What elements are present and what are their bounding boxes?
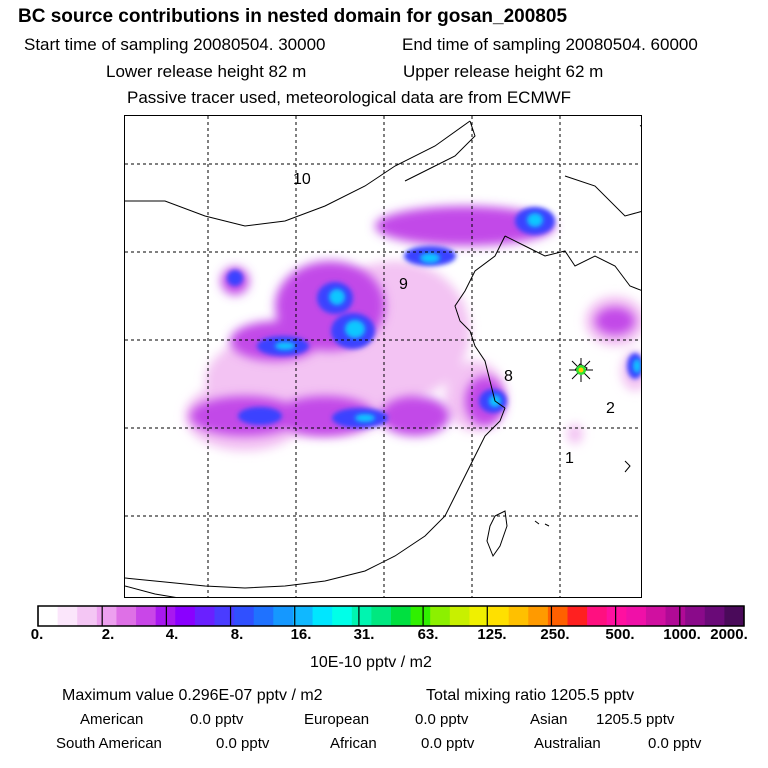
scale-swatch	[685, 606, 706, 626]
scale-swatch	[38, 606, 59, 626]
scale-swatch	[469, 606, 490, 626]
scale-tick-label: 0.	[30, 626, 44, 643]
scale-border	[37, 605, 745, 627]
scale-swatch	[508, 606, 529, 626]
upper-release-label: Upper release height 62 m	[403, 62, 604, 81]
map-canvas	[125, 116, 641, 597]
region-value-australian: 0.0 pptv	[648, 735, 702, 752]
total-mixing-label: Total mixing ratio 1205.5 pptv	[426, 687, 635, 704]
scale-swatch	[77, 606, 98, 626]
scale-swatch	[312, 606, 333, 626]
scale-tick-label: 1000.	[663, 626, 701, 643]
scale-swatch	[175, 606, 196, 626]
start-time-label: Start time of sampling 20080504. 30000	[24, 35, 326, 54]
scale-swatch	[391, 606, 412, 626]
region-value-asian: 1205.5 pptv	[596, 711, 675, 728]
scale-swatch	[332, 606, 353, 626]
scale-swatch	[626, 606, 647, 626]
scale-swatch	[214, 606, 235, 626]
plot-title: BC source contributions in nested domain…	[18, 6, 568, 27]
scale-swatch	[136, 606, 157, 626]
color-scale-bar	[37, 605, 745, 627]
scale-swatch	[606, 606, 627, 626]
plume-cyan	[275, 213, 641, 422]
trajectory-label: 2	[606, 400, 615, 417]
trajectory-label: 8	[504, 368, 513, 385]
scale-swatch	[371, 606, 392, 626]
end-time-label: End time of sampling 20080504. 60000	[402, 35, 698, 54]
scale-swatch	[449, 606, 470, 626]
lower-release-label: Lower release height 82 m	[106, 62, 307, 81]
scale-swatch	[547, 606, 568, 626]
map-panel: 10 9 8 2 1	[124, 115, 642, 598]
trajectory-label: 10	[293, 171, 311, 188]
star-marker	[569, 358, 593, 382]
scale-swatch	[351, 606, 372, 626]
max-value-label: Maximum value 0.296E-07 pptv / m2	[62, 687, 323, 704]
scale-tick-label: 16.	[290, 626, 312, 643]
scale-swatch	[253, 606, 274, 626]
region-name-african: African	[330, 735, 377, 752]
scale-swatch	[665, 606, 686, 626]
region-name-american: American	[80, 711, 144, 728]
scale-tick-label: 4.	[165, 626, 179, 643]
region-value-african: 0.0 pptv	[421, 735, 475, 752]
region-value-american: 0.0 pptv	[190, 711, 244, 728]
region-name-south-american: South American	[56, 735, 162, 752]
region-name-asian: Asian	[530, 711, 568, 728]
scale-tick-label: 2000.	[710, 626, 748, 643]
scale-swatch	[57, 606, 78, 626]
scale-tick-label: 8.	[230, 626, 244, 643]
scale-swatch	[410, 606, 431, 626]
scale-tick-label: 2.	[101, 626, 115, 643]
scale-swatch	[724, 606, 745, 626]
scale-swatch	[292, 606, 314, 626]
scale-tick-label: 250.	[540, 626, 570, 643]
scale-tick-label: 63.	[417, 626, 439, 643]
scale-swatch	[645, 606, 667, 626]
scale-swatch	[273, 606, 294, 626]
scale-swatch	[116, 606, 137, 626]
scale-swatch	[489, 606, 510, 626]
scale-tick-label: 125.	[477, 626, 507, 643]
scale-swatch	[430, 606, 451, 626]
scale-swatch	[567, 606, 588, 626]
scale-swatch	[155, 606, 176, 626]
scale-swatch	[194, 606, 215, 626]
trajectory-label: 1	[565, 450, 574, 467]
scale-swatch	[96, 606, 117, 626]
scale-swatch	[704, 606, 725, 626]
scale-tick-label: 31.	[353, 626, 375, 643]
graticule	[125, 116, 641, 597]
tracer-note: Passive tracer used, meteorological data…	[127, 88, 572, 107]
coastlines	[125, 120, 641, 597]
scale-swatch	[528, 606, 549, 626]
scale-swatch	[234, 606, 255, 626]
region-name-australian: Australian	[534, 735, 601, 752]
region-value-south-american: 0.0 pptv	[216, 735, 270, 752]
trajectory-label: 9	[399, 276, 408, 293]
region-value-european: 0.0 pptv	[415, 711, 469, 728]
scale-swatch	[587, 606, 608, 626]
scale-tick-label: 500.	[605, 626, 635, 643]
unit-label: 10E-10 pptv / m2	[310, 654, 432, 671]
region-name-european: European	[304, 711, 370, 728]
